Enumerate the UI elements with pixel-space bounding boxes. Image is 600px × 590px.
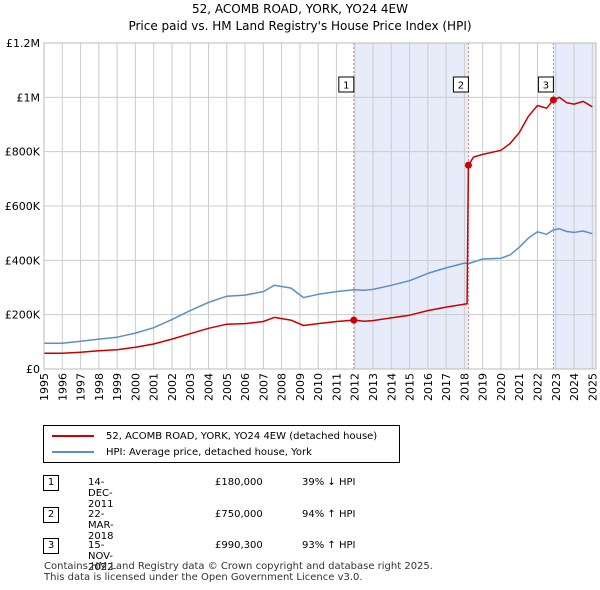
- x-tick-label: 2018: [458, 373, 471, 401]
- transaction-price: £990,300: [215, 540, 263, 551]
- x-tick-label: 2014: [385, 373, 398, 401]
- x-tick-label: 1995: [38, 373, 51, 401]
- x-tick-label: 2004: [203, 373, 216, 401]
- transaction-hpi-change: 93% ↑ HPI: [302, 540, 356, 551]
- marker-badge-2: [452, 76, 469, 93]
- x-tick-label: 2022: [532, 373, 545, 401]
- x-tick-label: 2003: [184, 373, 197, 401]
- x-tick-label: 2025: [586, 373, 599, 401]
- y-tick-label: £400K: [5, 254, 41, 267]
- chart-legend: 52, ACOMB ROAD, YORK, YO24 4EW (detached…: [43, 425, 400, 463]
- footer-licence: This data is licensed under the Open Gov…: [44, 572, 363, 583]
- transaction-hpi-change: 39% ↓ HPI: [302, 477, 356, 488]
- y-tick-label: £600K: [5, 200, 41, 213]
- x-tick-label: 2024: [568, 373, 581, 401]
- x-tick-label: 2008: [276, 373, 289, 401]
- series-line-hpi: [44, 228, 593, 344]
- y-tick-label: £1M: [17, 91, 41, 104]
- y-tick-label: £800K: [5, 146, 41, 159]
- marker-badge-label-1: 1: [343, 81, 349, 92]
- x-tick-label: 2000: [129, 373, 142, 401]
- x-tick-label: 2020: [495, 373, 508, 401]
- x-tick-label: 1996: [56, 373, 69, 401]
- x-tick-label: 2007: [257, 373, 270, 401]
- x-tick-label: 2021: [513, 373, 526, 401]
- y-tick-label: £1.2M: [6, 37, 40, 50]
- marker-badge-3: [537, 76, 554, 93]
- x-tick-label: 2012: [349, 373, 362, 401]
- transaction-hpi-change: 94% ↑ HPI: [302, 509, 356, 520]
- x-tick-label: 2009: [294, 373, 307, 401]
- x-tick-label: 2005: [221, 373, 234, 401]
- marker-badge-label-3: 3: [543, 81, 549, 92]
- x-tick-label: 1997: [75, 373, 88, 401]
- transaction-number-badge: 2: [43, 507, 59, 523]
- transaction-number-badge: 3: [43, 538, 59, 554]
- legend-swatch-property: [52, 435, 94, 437]
- legend-item-hpi: HPI: Average price, detached house, York: [52, 445, 312, 459]
- x-tick-label: 2010: [312, 373, 325, 401]
- y-tick-label: £200K: [5, 309, 41, 322]
- plot-border: [43, 42, 597, 370]
- chart-title-address: 52, ACOMB ROAD, YORK, YO24 4EW: [191, 2, 408, 16]
- x-tick-label: 2016: [422, 373, 435, 401]
- transaction-date: 14-DEC-2011: [88, 477, 114, 510]
- x-tick-label: 1999: [111, 373, 124, 401]
- sale-point-2: [464, 161, 472, 169]
- transaction-date: 15-NOV-2022: [88, 540, 114, 573]
- transaction-price: £750,000: [215, 509, 263, 520]
- chart-subtitle: Price paid vs. HM Land Registry's House …: [128, 19, 472, 33]
- sale-point-3: [549, 96, 557, 104]
- x-tick-label: 2002: [166, 373, 179, 401]
- legend-label-hpi: HPI: Average price, detached house, York: [106, 446, 312, 458]
- x-tick-label: 2013: [367, 373, 380, 401]
- marker-badge-label-2: 2: [458, 81, 464, 92]
- x-tick-label: 1998: [93, 373, 106, 401]
- transaction-price: £180,000: [215, 477, 263, 488]
- y-tick-label: £0: [26, 363, 40, 376]
- sale-point-1: [350, 316, 358, 324]
- x-tick-label: 2019: [477, 373, 490, 401]
- legend-label-property: 52, ACOMB ROAD, YORK, YO24 4EW (detached…: [106, 430, 378, 442]
- x-tick-label: 2015: [404, 373, 417, 401]
- series-line-property: [44, 96, 593, 354]
- x-tick-label: 2011: [330, 373, 343, 401]
- legend-swatch-hpi: [52, 451, 94, 453]
- footer-copyright: Contains HM Land Registry data © Crown c…: [44, 561, 433, 572]
- marker-badge-1: [338, 76, 355, 93]
- transaction-number-badge: 1: [43, 475, 59, 491]
- x-tick-label: 2023: [550, 373, 563, 401]
- x-tick-label: 2017: [440, 373, 453, 401]
- legend-item-property: 52, ACOMB ROAD, YORK, YO24 4EW (detached…: [52, 429, 377, 443]
- price-chart: £0 £200K £400K £600K £800K £1M £1.2M 1995 1996 19…: [5, 37, 600, 401]
- transaction-date: 22-MAR-2018: [88, 509, 114, 542]
- x-tick-label: 2001: [148, 373, 161, 401]
- x-tick-label: 2006: [239, 373, 252, 401]
